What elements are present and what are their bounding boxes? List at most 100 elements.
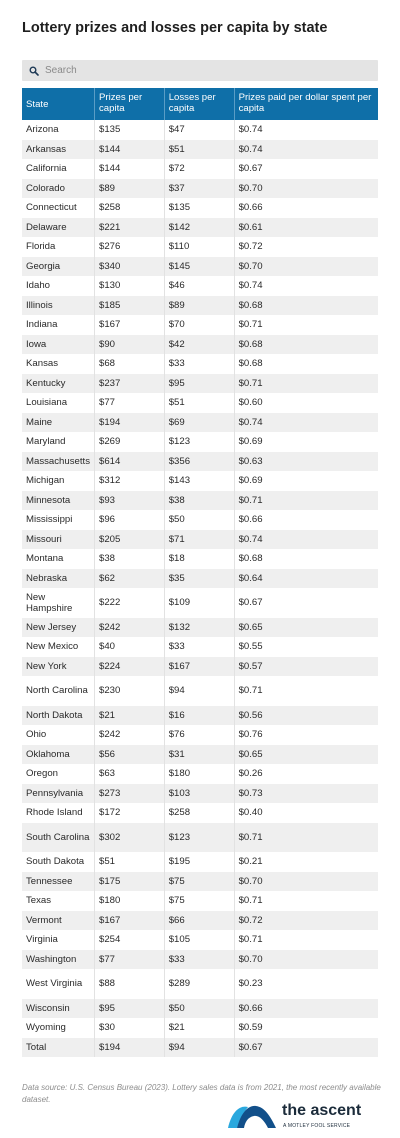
column-header-prizes[interactable]: Prizes per capita <box>94 88 165 120</box>
cell-state: Arizona <box>22 120 95 140</box>
table-row: Rhode Island $172 $258 $0.40 <box>22 803 378 823</box>
cell-ratio: $0.71 <box>234 490 378 510</box>
cell-prizes: $230 <box>94 676 165 706</box>
cell-state: Indiana <box>22 315 95 335</box>
cell-state: California <box>22 159 95 179</box>
cell-prizes: $68 <box>94 354 165 374</box>
search-input[interactable] <box>45 65 345 76</box>
table-row: Vermont $167 $66 $0.72 <box>22 910 378 930</box>
table-row: Ohio $242 $76 $0.76 <box>22 725 378 745</box>
cell-ratio: $0.70 <box>234 178 378 198</box>
table-row: New Hampshire $222 $109 $0.67 <box>22 588 378 618</box>
cell-losses: $16 <box>164 705 235 725</box>
cell-state: North Dakota <box>22 705 95 725</box>
cell-ratio: $0.65 <box>234 744 378 764</box>
cell-ratio: $0.76 <box>238 729 263 741</box>
column-header-state[interactable]: State <box>22 88 95 120</box>
cell-state: New York <box>22 656 95 676</box>
cell-prizes: $254 <box>94 930 165 950</box>
cell-ratio: $0.68 <box>238 553 263 565</box>
cell-prizes: $258 <box>94 198 165 218</box>
cell-ratio: $0.65 <box>234 617 378 637</box>
cell-prizes: $237 <box>94 373 165 393</box>
cell-ratio: $0.74 <box>238 280 263 292</box>
cell-losses: $69 <box>164 412 235 432</box>
cell-losses: $123 <box>164 822 235 852</box>
cell-prizes: $21 <box>94 705 165 725</box>
table-row: South Carolina $302 $123 $0.71 <box>22 822 378 852</box>
cell-losses: $76 <box>164 725 235 745</box>
cell-prizes: $144 <box>94 159 165 179</box>
cell-prizes: $172 <box>94 803 165 823</box>
cell-ratio: $0.69 <box>238 436 263 448</box>
cell-ratio: $0.66 <box>238 202 263 214</box>
cell-losses: $289 <box>164 969 235 999</box>
cell-losses: $110 <box>164 237 235 257</box>
search-bar[interactable] <box>22 60 378 81</box>
cell-losses: $71 <box>164 529 235 549</box>
cell-losses: $109 <box>164 588 235 618</box>
cell-state: South Dakota <box>22 852 95 872</box>
cell-ratio: $0.73 <box>234 783 378 803</box>
cell-ratio: $0.68 <box>234 334 378 354</box>
lottery-table: State Prizes per capita Losses per capit… <box>22 88 378 1057</box>
cell-state: Oklahoma <box>22 744 95 764</box>
column-header-losses[interactable]: Losses per capita <box>164 88 235 120</box>
cell-prizes: $180 <box>94 891 165 911</box>
cell-ratio: $0.23 <box>238 978 263 990</box>
cell-losses: $72 <box>164 159 235 179</box>
table-row: Arkansas $144 $51 $0.74 <box>22 139 378 159</box>
cell-ratio: $0.70 <box>234 871 378 891</box>
cell-state: Louisiana <box>22 393 95 413</box>
table-row: Arizona $135 $47 $0.74 <box>22 120 378 140</box>
cell-ratio: $0.71 <box>238 895 263 907</box>
cell-prizes: $89 <box>94 178 165 198</box>
cell-state: Arkansas <box>22 139 95 159</box>
cell-losses: $103 <box>164 783 235 803</box>
cell-ratio: $0.64 <box>234 568 378 588</box>
cell-losses: $33 <box>164 949 235 969</box>
cell-state: Wyoming <box>22 1018 95 1038</box>
cell-state: Michigan <box>22 471 95 491</box>
cell-prizes: $614 <box>94 451 165 471</box>
column-header-prizes-per-dollar[interactable]: Prizes paid per dollar spent per capita <box>234 88 378 120</box>
cell-state: Mississippi <box>22 510 95 530</box>
cell-state: Tennessee <box>22 871 95 891</box>
table-row: Missouri $205 $71 $0.74 <box>22 529 378 549</box>
cell-ratio: $0.67 <box>238 597 263 609</box>
table-row: Total $194 $94 $0.67 <box>22 1037 378 1057</box>
cell-prizes: $63 <box>94 764 165 784</box>
cell-prizes: $167 <box>94 315 165 335</box>
page-title: Lottery prizes and losses per capita by … <box>22 20 328 36</box>
table-row: California $144 $72 $0.67 <box>22 159 378 179</box>
cell-prizes: $269 <box>94 432 165 452</box>
cell-state: Ohio <box>22 725 95 745</box>
table-row: Iowa $90 $42 $0.68 <box>22 334 378 354</box>
cell-losses: $94 <box>164 676 235 706</box>
table-row: Georgia $340 $145 $0.70 <box>22 256 378 276</box>
cell-losses: $143 <box>164 471 235 491</box>
cell-ratio: $0.71 <box>238 319 263 331</box>
cell-losses: $66 <box>164 910 235 930</box>
cell-losses: $31 <box>164 744 235 764</box>
table-row: Florida $276 $110 $0.72 <box>22 237 378 257</box>
cell-ratio: $0.56 <box>234 705 378 725</box>
cell-state: Idaho <box>22 276 95 296</box>
cell-state: Wisconsin <box>22 998 95 1018</box>
cell-ratio: $0.71 <box>234 822 378 852</box>
cell-ratio: $0.59 <box>238 1022 263 1034</box>
table-row: Montana $38 $18 $0.68 <box>22 549 378 569</box>
cell-ratio: $0.66 <box>238 514 263 526</box>
cell-state: Maine <box>22 412 95 432</box>
cell-losses: $95 <box>164 373 235 393</box>
cell-state: New Hampshire <box>22 588 95 618</box>
cell-prizes: $340 <box>94 256 165 276</box>
table-row: Mississippi $96 $50 $0.66 <box>22 510 378 530</box>
cell-ratio: $0.26 <box>238 768 263 780</box>
cell-prizes: $51 <box>94 852 165 872</box>
cell-losses: $105 <box>164 930 235 950</box>
cell-losses: $46 <box>164 276 235 296</box>
cell-ratio: $0.71 <box>238 934 263 946</box>
cell-state: Maryland <box>22 432 95 452</box>
cell-ratio: $0.67 <box>234 1037 378 1057</box>
